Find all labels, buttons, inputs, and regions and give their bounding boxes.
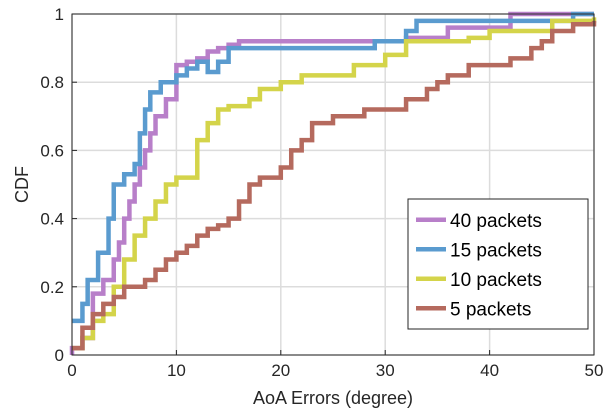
x-tick-label: 0: [67, 361, 76, 380]
y-tick-label: 0: [55, 346, 64, 365]
x-tick-label: 30: [376, 361, 395, 380]
x-tick-label: 40: [480, 361, 499, 380]
y-tick-label: 0.8: [40, 73, 64, 92]
series-line-3: [72, 20, 597, 351]
x-tick-label: 10: [167, 361, 186, 380]
series-lines: [69, 11, 597, 355]
series-line-2: [72, 17, 597, 351]
x-tick-label: 50: [585, 361, 604, 380]
axis-ticks: 0 10 20 30 40 50 0 0.2 0.4 0.6 0.8 1: [40, 5, 603, 380]
plot-frame: [71, 13, 595, 356]
legend-label-2: 10 packets: [450, 270, 542, 291]
legend: 40 packets 15 packets 10 packets 5 packets: [407, 198, 589, 330]
y-tick-label: 0.6: [40, 141, 64, 160]
y-axis-label: CDF: [12, 166, 32, 203]
legend-label-3: 5 packets: [450, 299, 531, 320]
legend-label-1: 15 packets: [450, 240, 542, 261]
series-line-0: [69, 11, 594, 355]
x-tick-label: 20: [271, 361, 290, 380]
series-line-1: [72, 11, 594, 324]
y-tick-label: 1: [55, 5, 64, 24]
legend-label-0: 40 packets: [450, 211, 542, 232]
y-tick-label: 0.2: [40, 278, 64, 297]
y-tick-label: 0.4: [40, 210, 64, 229]
x-axis-label: AoA Errors (degree): [253, 388, 413, 408]
